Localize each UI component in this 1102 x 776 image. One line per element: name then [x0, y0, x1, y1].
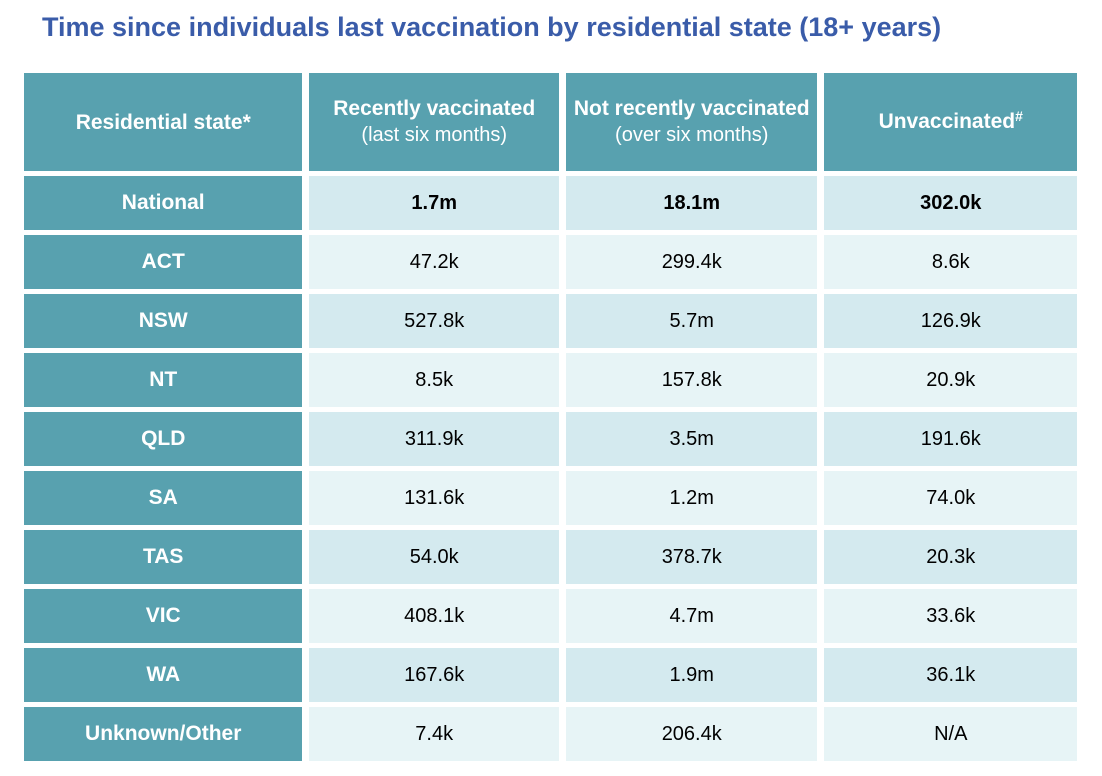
value-cell: 8.5k — [309, 353, 559, 407]
value-cell: 8.6k — [824, 235, 1077, 289]
column-header-label: Residential state* — [75, 110, 251, 134]
value-cell: 191.6k — [824, 412, 1077, 466]
value-cell: 36.1k — [824, 648, 1077, 702]
state-cell-qld: QLD — [24, 412, 303, 466]
value-cell: 206.4k — [565, 707, 818, 761]
footnote-marker: # — [1015, 107, 1023, 124]
column-header-label: Recently vaccinated — [333, 97, 536, 120]
column-header-residential-state: Residential state* — [24, 73, 303, 171]
state-cell-act: ACT — [24, 235, 303, 289]
value-cell: 18.1m — [565, 176, 818, 230]
value-cell: 47.2k — [309, 235, 559, 289]
value-cell: 7.4k — [309, 707, 559, 761]
vaccination-table: Residential state* Recently vaccinated (… — [24, 73, 1077, 761]
value-cell: 1.2m — [565, 471, 818, 525]
column-header-label: Unvaccinated# — [879, 108, 1023, 137]
column-header-unvaccinated: Unvaccinated# — [824, 73, 1077, 171]
value-cell: 1.9m — [565, 648, 818, 702]
value-cell: 5.7m — [565, 294, 818, 348]
value-cell: 527.8k — [309, 294, 559, 348]
state-cell-sa: SA — [24, 471, 303, 525]
column-header-recently-vaccinated: Recently vaccinated (last six months) — [309, 73, 559, 171]
column-header-sublabel: (last six months) — [361, 124, 507, 146]
value-cell: 408.1k — [309, 589, 559, 643]
value-cell: 378.7k — [565, 530, 818, 584]
state-cell-unknown-other: Unknown/Other — [24, 707, 303, 761]
column-header-not-recently-vaccinated: Not recently vaccinated (over six months… — [565, 73, 818, 171]
state-cell-vic: VIC — [24, 589, 303, 643]
value-cell: 299.4k — [565, 235, 818, 289]
value-cell: 54.0k — [309, 530, 559, 584]
column-header-sublabel: (over six months) — [615, 124, 769, 146]
state-cell-nt: NT — [24, 353, 303, 407]
value-cell: 302.0k — [824, 176, 1077, 230]
state-cell-tas: TAS — [24, 530, 303, 584]
value-cell: 20.3k — [824, 530, 1077, 584]
value-cell: 126.9k — [824, 294, 1077, 348]
value-cell: N/A — [824, 707, 1077, 761]
state-cell-wa: WA — [24, 648, 303, 702]
value-cell: 1.7m — [309, 176, 559, 230]
value-cell: 33.6k — [824, 589, 1077, 643]
value-cell: 311.9k — [309, 412, 559, 466]
state-cell-national: National — [24, 176, 303, 230]
value-cell: 4.7m — [565, 589, 818, 643]
value-cell: 131.6k — [309, 471, 559, 525]
page-title: Time since individuals last vaccination … — [42, 12, 942, 42]
value-cell: 74.0k — [824, 471, 1077, 525]
value-cell: 167.6k — [309, 648, 559, 702]
column-header-label: Not recently vaccinated — [573, 97, 810, 120]
value-cell: 3.5m — [565, 412, 818, 466]
state-cell-nsw: NSW — [24, 294, 303, 348]
value-cell: 20.9k — [824, 353, 1077, 407]
value-cell: 157.8k — [565, 353, 818, 407]
column-header-label-text: Unvaccinated — [878, 109, 1016, 133]
